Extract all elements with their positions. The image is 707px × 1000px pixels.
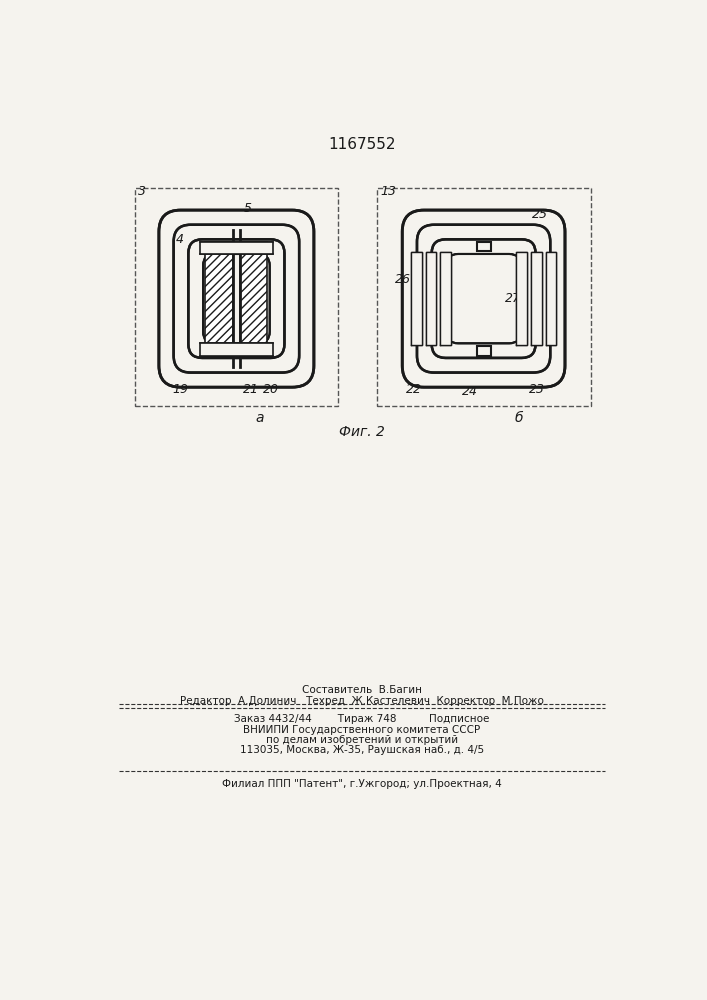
Text: 20: 20: [263, 383, 279, 396]
Bar: [516, 252, 527, 345]
Text: 113035, Москва, Ж-35, Раушская наб., д. 4/5: 113035, Москва, Ж-35, Раушская наб., д. …: [240, 745, 484, 755]
FancyBboxPatch shape: [402, 210, 565, 387]
Bar: [531, 252, 542, 345]
FancyBboxPatch shape: [174, 225, 299, 373]
FancyBboxPatch shape: [203, 254, 270, 343]
Bar: [411, 252, 421, 345]
Text: 26: 26: [395, 273, 411, 286]
Bar: [200, 343, 273, 356]
FancyBboxPatch shape: [159, 210, 314, 387]
Bar: [477, 242, 491, 251]
Text: 27: 27: [506, 292, 521, 305]
Text: ВНИИПИ Государственного комитета СССР: ВНИИПИ Государственного комитета СССР: [243, 725, 481, 735]
FancyBboxPatch shape: [446, 254, 521, 343]
Text: 21: 21: [243, 383, 259, 396]
Bar: [546, 252, 556, 345]
Text: 1167552: 1167552: [328, 137, 396, 152]
Bar: [440, 252, 451, 345]
Text: 22: 22: [406, 383, 422, 396]
FancyBboxPatch shape: [188, 239, 284, 358]
Text: Фиг. 2: Фиг. 2: [339, 425, 385, 439]
Bar: [477, 346, 491, 356]
Text: Составитель  В.Багин: Составитель В.Багин: [302, 685, 422, 695]
Text: 3: 3: [138, 185, 146, 198]
Bar: [200, 242, 273, 254]
Text: 4: 4: [176, 233, 184, 246]
Text: по делам изобретений и открытий: по делам изобретений и открытий: [266, 735, 458, 745]
Text: 25: 25: [532, 208, 548, 221]
Bar: [240, 242, 267, 356]
Bar: [206, 242, 233, 356]
Text: Филиал ППП "Патент", г.Ужгород; ул.Проектная, 4: Филиал ППП "Патент", г.Ужгород; ул.Проек…: [222, 779, 502, 789]
Text: 24: 24: [462, 385, 478, 398]
Text: 13: 13: [380, 185, 397, 198]
Text: а: а: [255, 411, 264, 425]
Text: 5: 5: [244, 202, 252, 215]
Text: б: б: [515, 411, 523, 425]
FancyBboxPatch shape: [432, 239, 535, 358]
Text: Заказ 4432/44        Тираж 748          Подписное: Заказ 4432/44 Тираж 748 Подписное: [234, 714, 490, 724]
FancyBboxPatch shape: [417, 225, 550, 373]
Text: 23: 23: [529, 383, 544, 396]
Bar: [426, 252, 436, 345]
Text: Редактор  А.Долинич   Техред  Ж.Кастелевич  Корректор  М.Пожо: Редактор А.Долинич Техред Ж.Кастелевич К…: [180, 696, 544, 706]
Text: 19: 19: [173, 383, 189, 396]
